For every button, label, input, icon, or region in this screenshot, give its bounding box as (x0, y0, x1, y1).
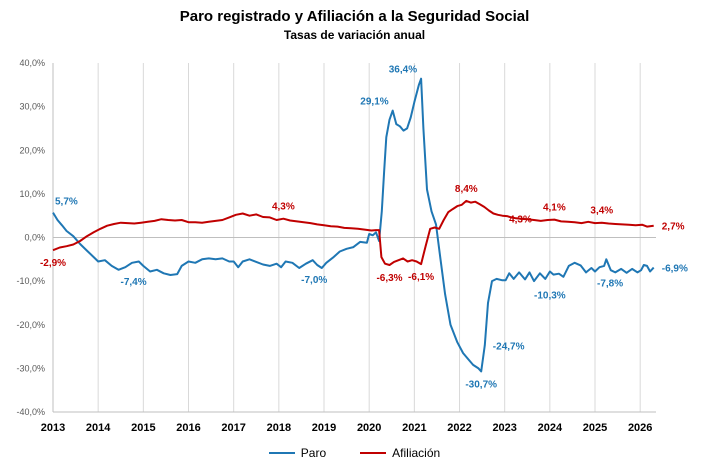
data-label-afiliacion: 4,1% (543, 203, 566, 214)
data-label-paro: -30,7% (465, 379, 497, 390)
legend-item-paro[interactable]: Paro (268, 446, 327, 460)
x-tick-label: 2015 (131, 422, 155, 434)
data-label-paro: -24,7% (493, 341, 525, 352)
y-tick-label: 40,0% (19, 58, 45, 68)
series-line-afiliacion (52, 199, 654, 266)
y-tick-label: 10,0% (19, 189, 45, 199)
data-label-afiliacion: 8,4% (455, 184, 478, 195)
y-tick-label: -10,0% (16, 276, 45, 286)
chart-plot: 2013 2014 2015 2016 2017 2018 2019 2020 2021 2022… (16, 58, 688, 434)
x-tick-label: 2017 (221, 422, 245, 434)
legend-item-afiliacion[interactable]: Afiliación (360, 446, 440, 460)
legend-label-paro: Paro (300, 446, 327, 460)
data-label-paro: -6,9% (662, 264, 688, 275)
data-label-afiliacion: 3,4% (590, 206, 613, 217)
x-tick-label: 2022 (447, 422, 471, 434)
data-label-afiliacion: -6,3% (376, 273, 402, 284)
chart-title: Paro registrado y Afiliación a la Seguri… (179, 8, 530, 25)
data-label-paro: 36,4% (389, 65, 417, 76)
data-label-afiliacion: 4,3% (272, 202, 295, 213)
series-line-paro (52, 77, 655, 373)
y-tick-label: 0,0% (24, 233, 45, 243)
chart-subtitle: Tasas de variación anual (283, 28, 426, 42)
x-tick-label: 2021 (402, 422, 426, 434)
y-tick-label: -30,0% (16, 363, 45, 373)
x-tick-label: 2020 (357, 422, 381, 434)
data-label-paro: 5,7% (55, 197, 78, 208)
x-tick-label: 2025 (583, 422, 607, 434)
data-label-paro: -7,0% (301, 275, 327, 286)
x-tick-label: 2023 (492, 422, 516, 434)
data-label-paro: 29,1% (360, 97, 388, 108)
data-label-afiliacion: -2,9% (40, 258, 66, 269)
legend-swatch-afiliacion (360, 452, 387, 454)
y-tick-label: 30,0% (19, 102, 45, 112)
legend-label-afiliacion: Afiliación (392, 446, 441, 460)
x-tick-label: 2018 (267, 422, 291, 434)
x-tick-label: 2026 (628, 422, 652, 434)
data-label-paro: -10,3% (534, 290, 566, 301)
data-label-afiliacion: 4,3% (509, 215, 532, 226)
x-tick-label: 2016 (176, 422, 200, 434)
y-tick-label: 20,0% (19, 145, 45, 155)
x-tick-label: 2013 (41, 422, 65, 434)
chart-legend: Paro Afiliación (0, 446, 709, 460)
y-tick-label: -20,0% (16, 320, 45, 330)
x-tick-label: 2014 (86, 422, 111, 434)
x-tick-label: 2019 (312, 422, 336, 434)
data-label-paro: -7,4% (120, 277, 146, 288)
data-label-afiliacion: -6,1% (408, 272, 434, 283)
x-tick-label: 2024 (538, 422, 563, 434)
y-tick-label: -40,0% (16, 407, 45, 417)
data-label-paro: -7,8% (597, 279, 623, 290)
data-label-afiliacion: 2,7% (662, 222, 685, 233)
legend-swatch-paro (268, 452, 295, 454)
